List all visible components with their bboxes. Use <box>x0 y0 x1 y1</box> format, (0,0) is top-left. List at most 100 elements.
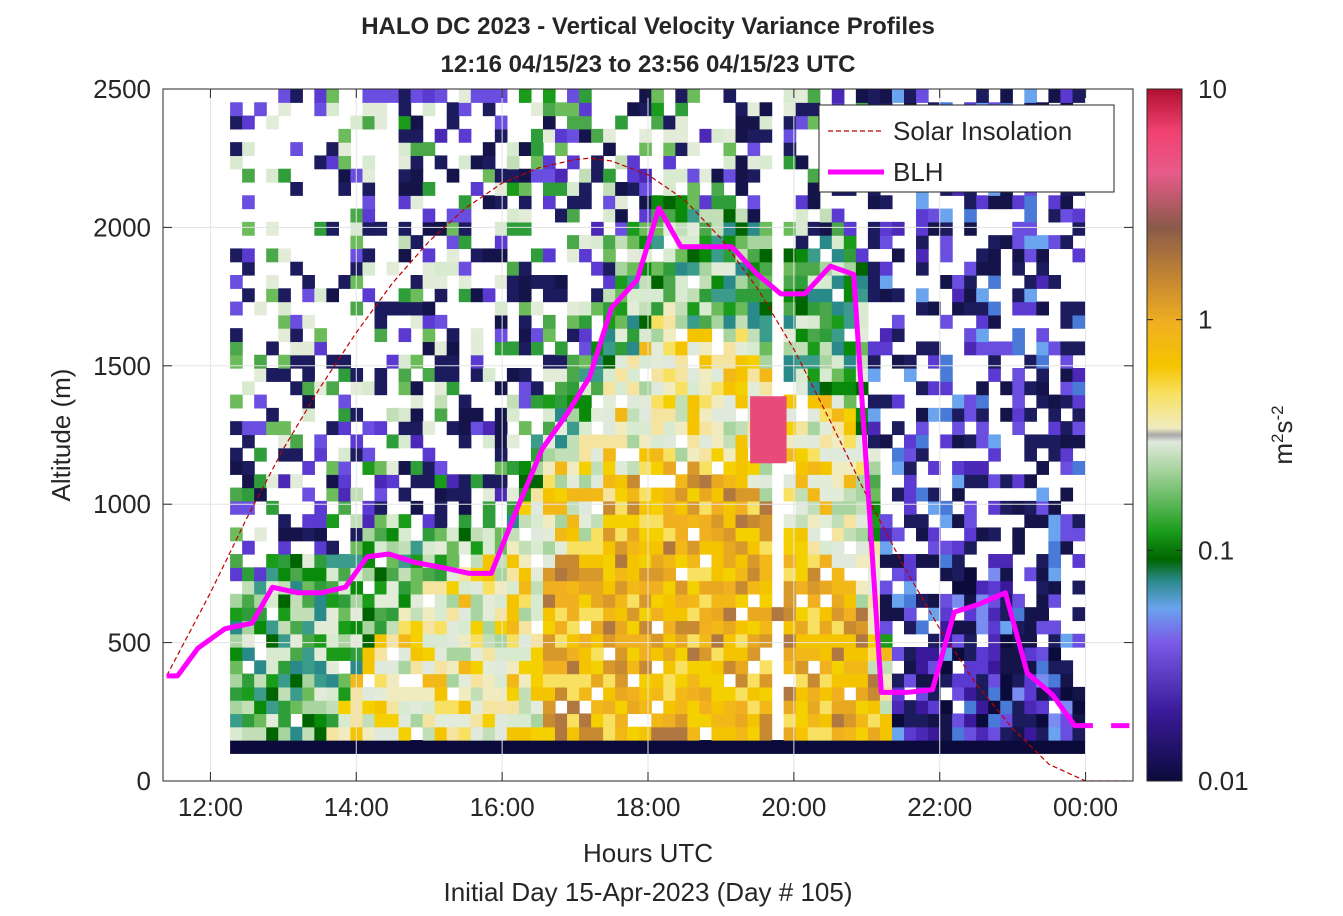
heatmap-cell <box>446 593 460 608</box>
heatmap-cell <box>1060 686 1074 701</box>
heatmap-cell <box>723 633 737 648</box>
heatmap-cell <box>579 554 592 568</box>
heatmap-cell <box>807 474 821 489</box>
heatmap-cell <box>651 115 664 130</box>
heatmap-cell <box>398 567 412 582</box>
heatmap-cell <box>579 407 592 422</box>
heatmap-cell <box>230 461 243 475</box>
heatmap-cell <box>1012 288 1025 303</box>
heatmap-cell <box>494 341 508 356</box>
heatmap-cell <box>1036 554 1049 568</box>
heatmap-cell <box>242 248 255 263</box>
colorbar-gradient <box>1146 88 1183 782</box>
heatmap-cell <box>482 726 496 741</box>
heatmap-cell <box>398 235 412 250</box>
heatmap-cell <box>482 660 496 675</box>
heatmap-cell <box>278 620 291 635</box>
heatmap-cell <box>711 368 725 382</box>
heatmap-cell <box>230 155 243 170</box>
heatmap-cell <box>542 354 556 369</box>
heatmap-cell <box>711 195 725 210</box>
heatmap-cell <box>1036 487 1049 502</box>
heatmap-cell <box>615 713 628 728</box>
heatmap-cell <box>675 407 688 422</box>
heatmap-cell <box>795 235 809 250</box>
heatmap-cell <box>831 421 845 436</box>
heatmap-cell <box>807 726 821 741</box>
heatmap-cell <box>603 673 616 688</box>
heatmap-cell <box>386 607 400 622</box>
heatmap-cell <box>1012 700 1025 715</box>
heatmap-cell <box>831 89 845 103</box>
heatmap-cell <box>230 713 243 728</box>
heatmap-cell <box>374 328 388 343</box>
heatmap-cell <box>903 713 917 728</box>
heatmap-cell <box>976 726 989 741</box>
heatmap-cell <box>699 660 713 675</box>
heatmap-cell <box>735 208 749 223</box>
heatmap-cell <box>567 633 580 648</box>
heatmap-cell <box>434 128 448 143</box>
heatmap-cell <box>964 221 977 236</box>
heatmap-cell <box>542 461 556 475</box>
heatmap-cell <box>976 527 989 542</box>
heatmap-cell <box>855 248 869 263</box>
heatmap-cell <box>807 168 821 183</box>
heatmap-cell <box>687 195 701 210</box>
heatmap-cell <box>879 700 893 715</box>
heatmap-cell <box>567 301 580 316</box>
y-tick-label: 2000 <box>93 212 151 242</box>
heatmap-cell <box>266 713 279 728</box>
heatmap-cell <box>290 567 303 582</box>
heatmap-cell <box>687 89 701 103</box>
heatmap-cell <box>675 740 688 754</box>
heatmap-cell <box>928 407 941 422</box>
heatmap-cell <box>675 713 688 728</box>
heatmap-cell <box>747 328 761 343</box>
heatmap-cell <box>855 660 869 675</box>
heatmap-cell <box>1060 487 1074 502</box>
heatmap-cell <box>928 221 941 236</box>
heatmap-cell <box>338 354 352 369</box>
heatmap-cell <box>928 633 941 648</box>
heatmap-cell <box>723 301 737 316</box>
heatmap-cell <box>651 354 664 369</box>
heatmap-cell <box>807 328 821 343</box>
heatmap-cell <box>254 368 267 382</box>
heatmap-cell <box>314 726 327 741</box>
heatmap-cell <box>916 726 929 741</box>
heatmap-cell <box>855 514 869 529</box>
heatmap-cell <box>723 580 737 595</box>
heatmap-cell <box>591 155 604 170</box>
heatmap-cell <box>639 102 652 117</box>
heatmap-cell <box>795 155 809 170</box>
heatmap-cell <box>314 620 327 635</box>
heatmap-cell <box>891 726 905 741</box>
heatmap-cell <box>723 700 737 715</box>
heatmap-cell <box>807 221 821 236</box>
heatmap-cell <box>783 540 797 555</box>
heatmap-cell <box>795 115 809 130</box>
heatmap-cell <box>867 461 881 475</box>
heatmap-cell <box>494 633 508 648</box>
heatmap-cell <box>855 554 869 568</box>
heatmap-cell <box>422 275 436 289</box>
heatmap-cell <box>723 261 737 276</box>
heatmap-cell <box>1072 514 1086 529</box>
heatmap-cell <box>807 686 821 701</box>
heatmap-cell <box>1036 434 1049 449</box>
heatmap-cell <box>518 700 532 715</box>
heatmap-cell <box>615 647 628 661</box>
heatmap-cell <box>494 461 508 475</box>
heatmap-cell <box>326 540 340 555</box>
heatmap-cell <box>242 540 255 555</box>
heatmap-cell <box>266 474 279 489</box>
heatmap-cell <box>627 620 640 635</box>
heatmap-cell <box>627 593 640 608</box>
heatmap-cell <box>952 474 965 489</box>
heatmap-cell <box>928 341 941 356</box>
heatmap-cell <box>446 208 460 223</box>
heatmap-cell <box>976 434 989 449</box>
heatmap-cell <box>506 607 520 622</box>
